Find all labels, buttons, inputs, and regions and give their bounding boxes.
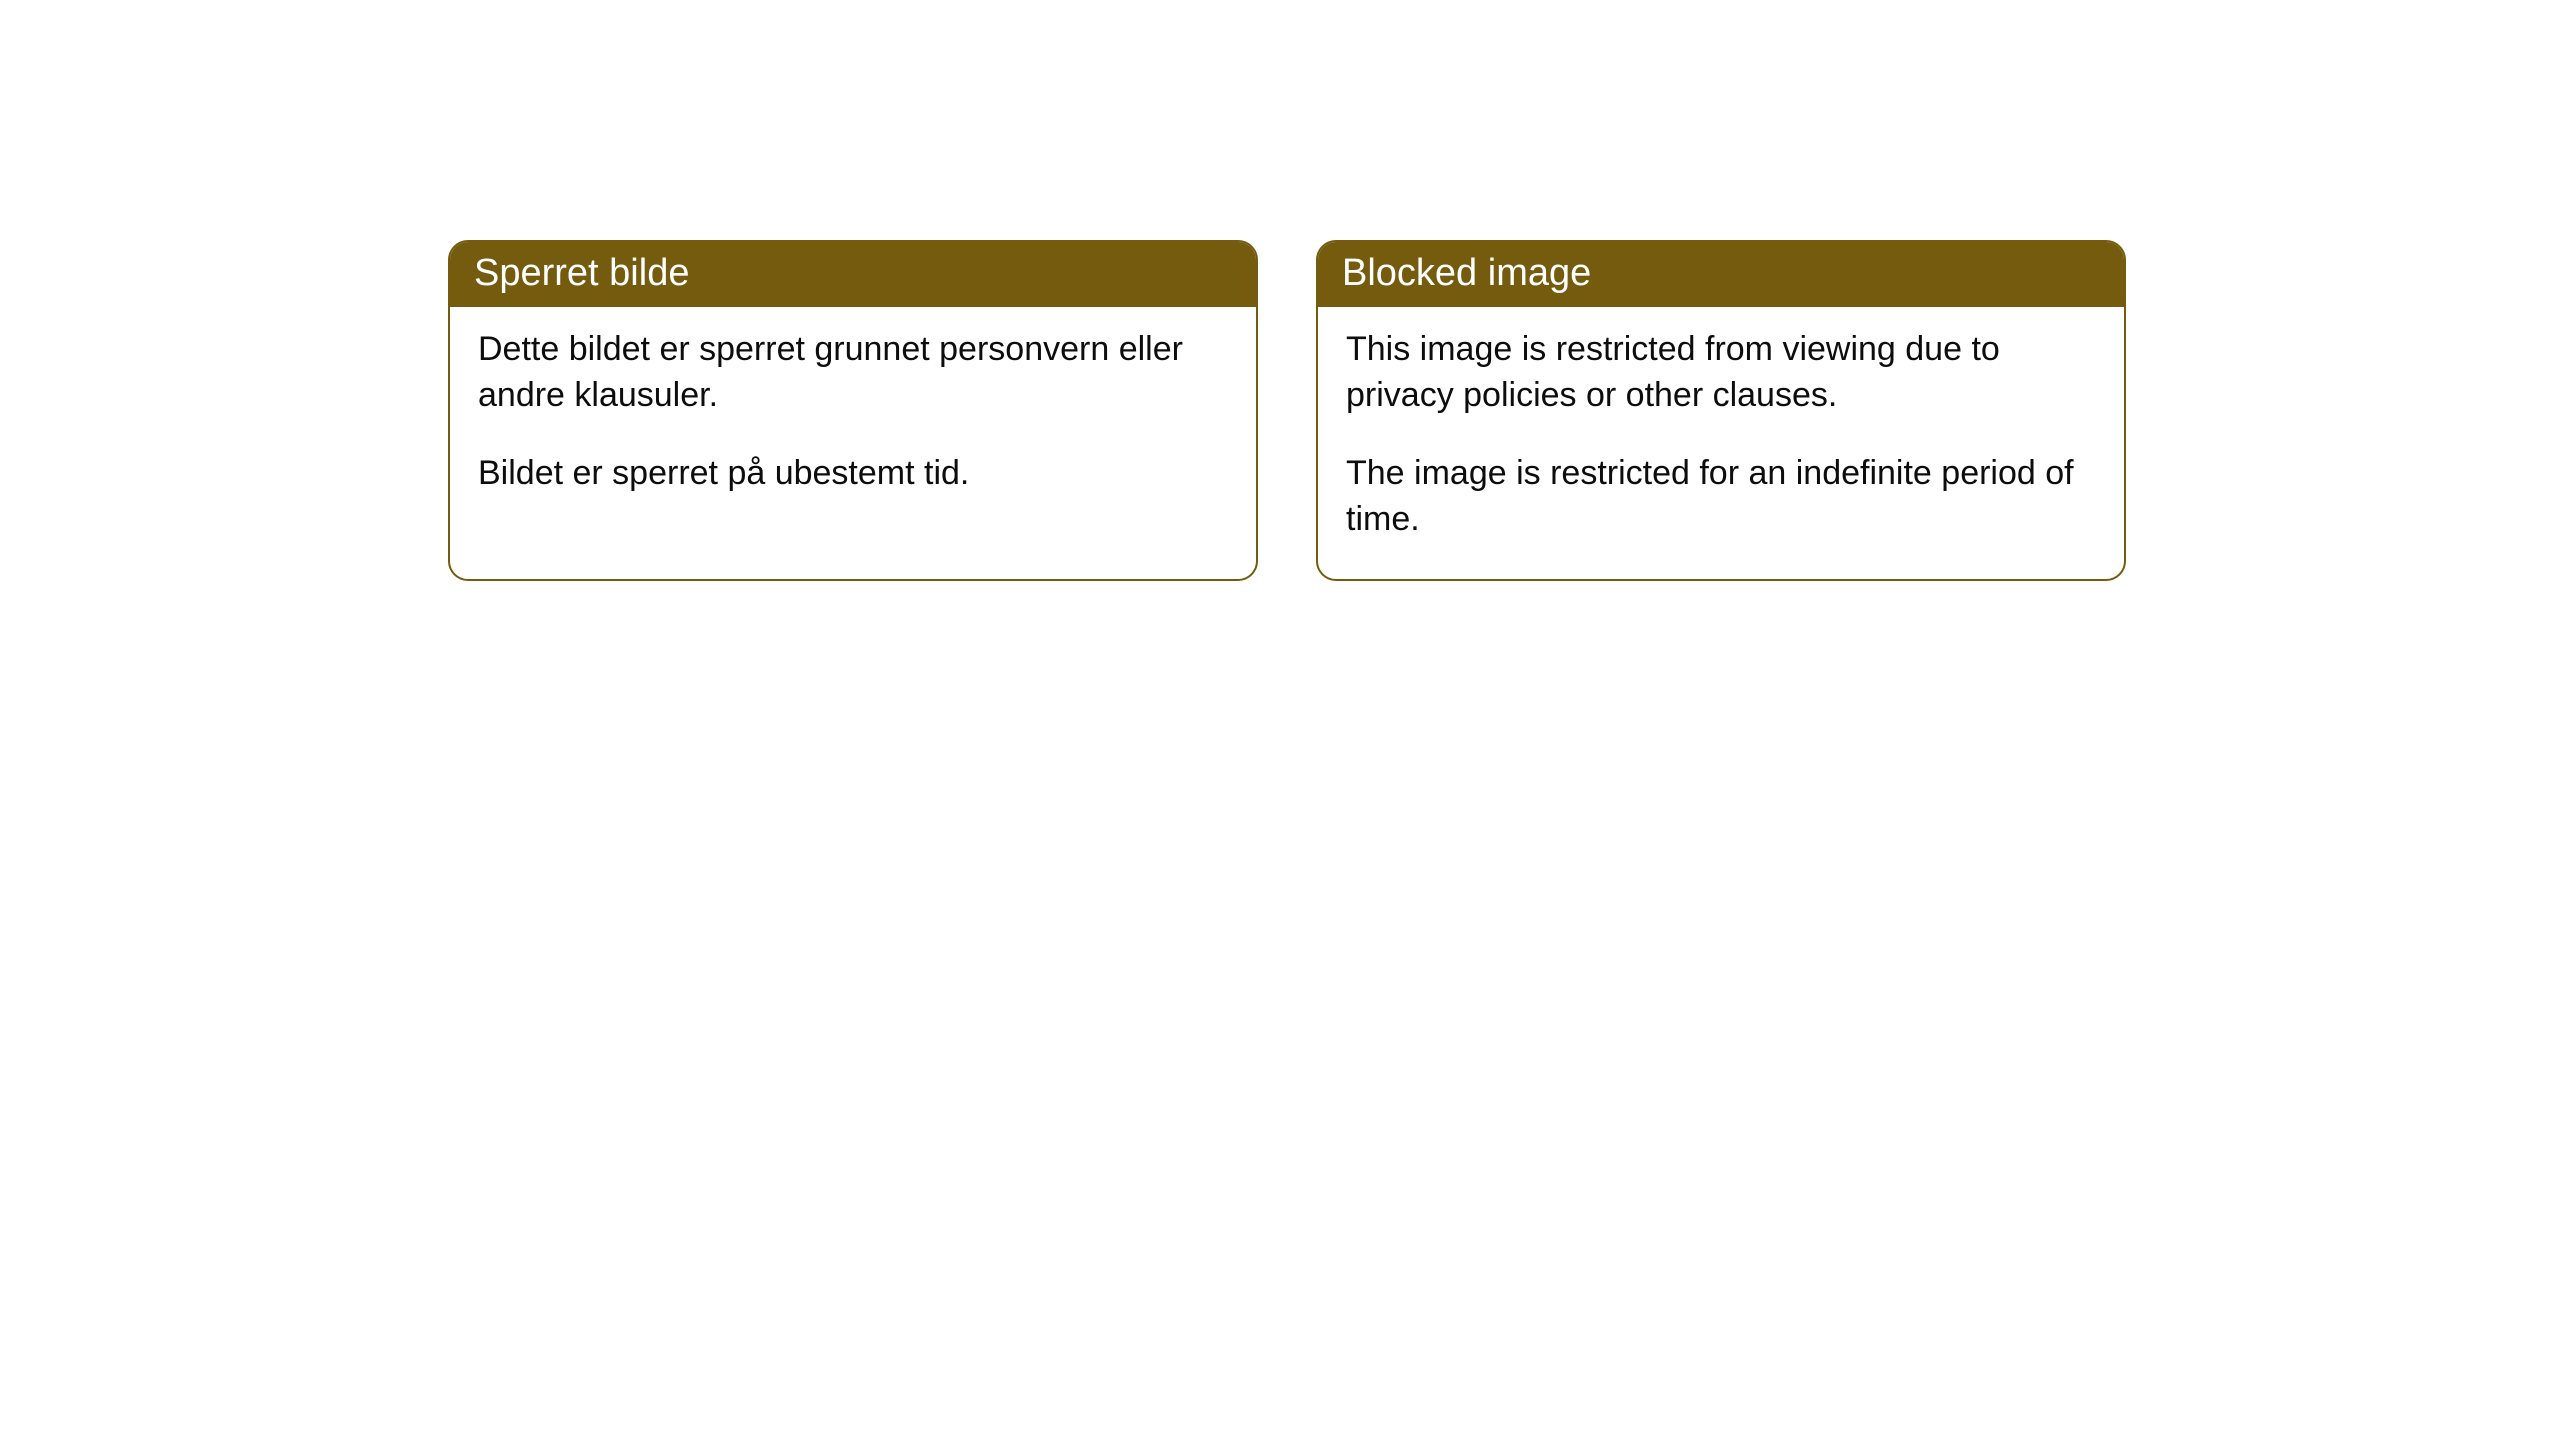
card-header-english: Blocked image — [1318, 242, 2124, 307]
cards-container: Sperret bilde Dette bildet er sperret gr… — [0, 0, 2560, 581]
card-paragraph-english-2: The image is restricted for an indefinit… — [1346, 451, 2096, 543]
card-header-norwegian: Sperret bilde — [450, 242, 1256, 307]
blocked-image-card-english: Blocked image This image is restricted f… — [1316, 240, 2126, 581]
blocked-image-card-norwegian: Sperret bilde Dette bildet er sperret gr… — [448, 240, 1258, 581]
card-title-norwegian: Sperret bilde — [474, 252, 689, 294]
card-body-english: This image is restricted from viewing du… — [1318, 307, 2124, 579]
card-paragraph-norwegian-2: Bildet er sperret på ubestemt tid. — [478, 451, 1228, 497]
card-body-norwegian: Dette bildet er sperret grunnet personve… — [450, 307, 1256, 533]
card-title-english: Blocked image — [1342, 252, 1591, 294]
card-paragraph-english-1: This image is restricted from viewing du… — [1346, 327, 2096, 419]
card-paragraph-norwegian-1: Dette bildet er sperret grunnet personve… — [478, 327, 1228, 419]
